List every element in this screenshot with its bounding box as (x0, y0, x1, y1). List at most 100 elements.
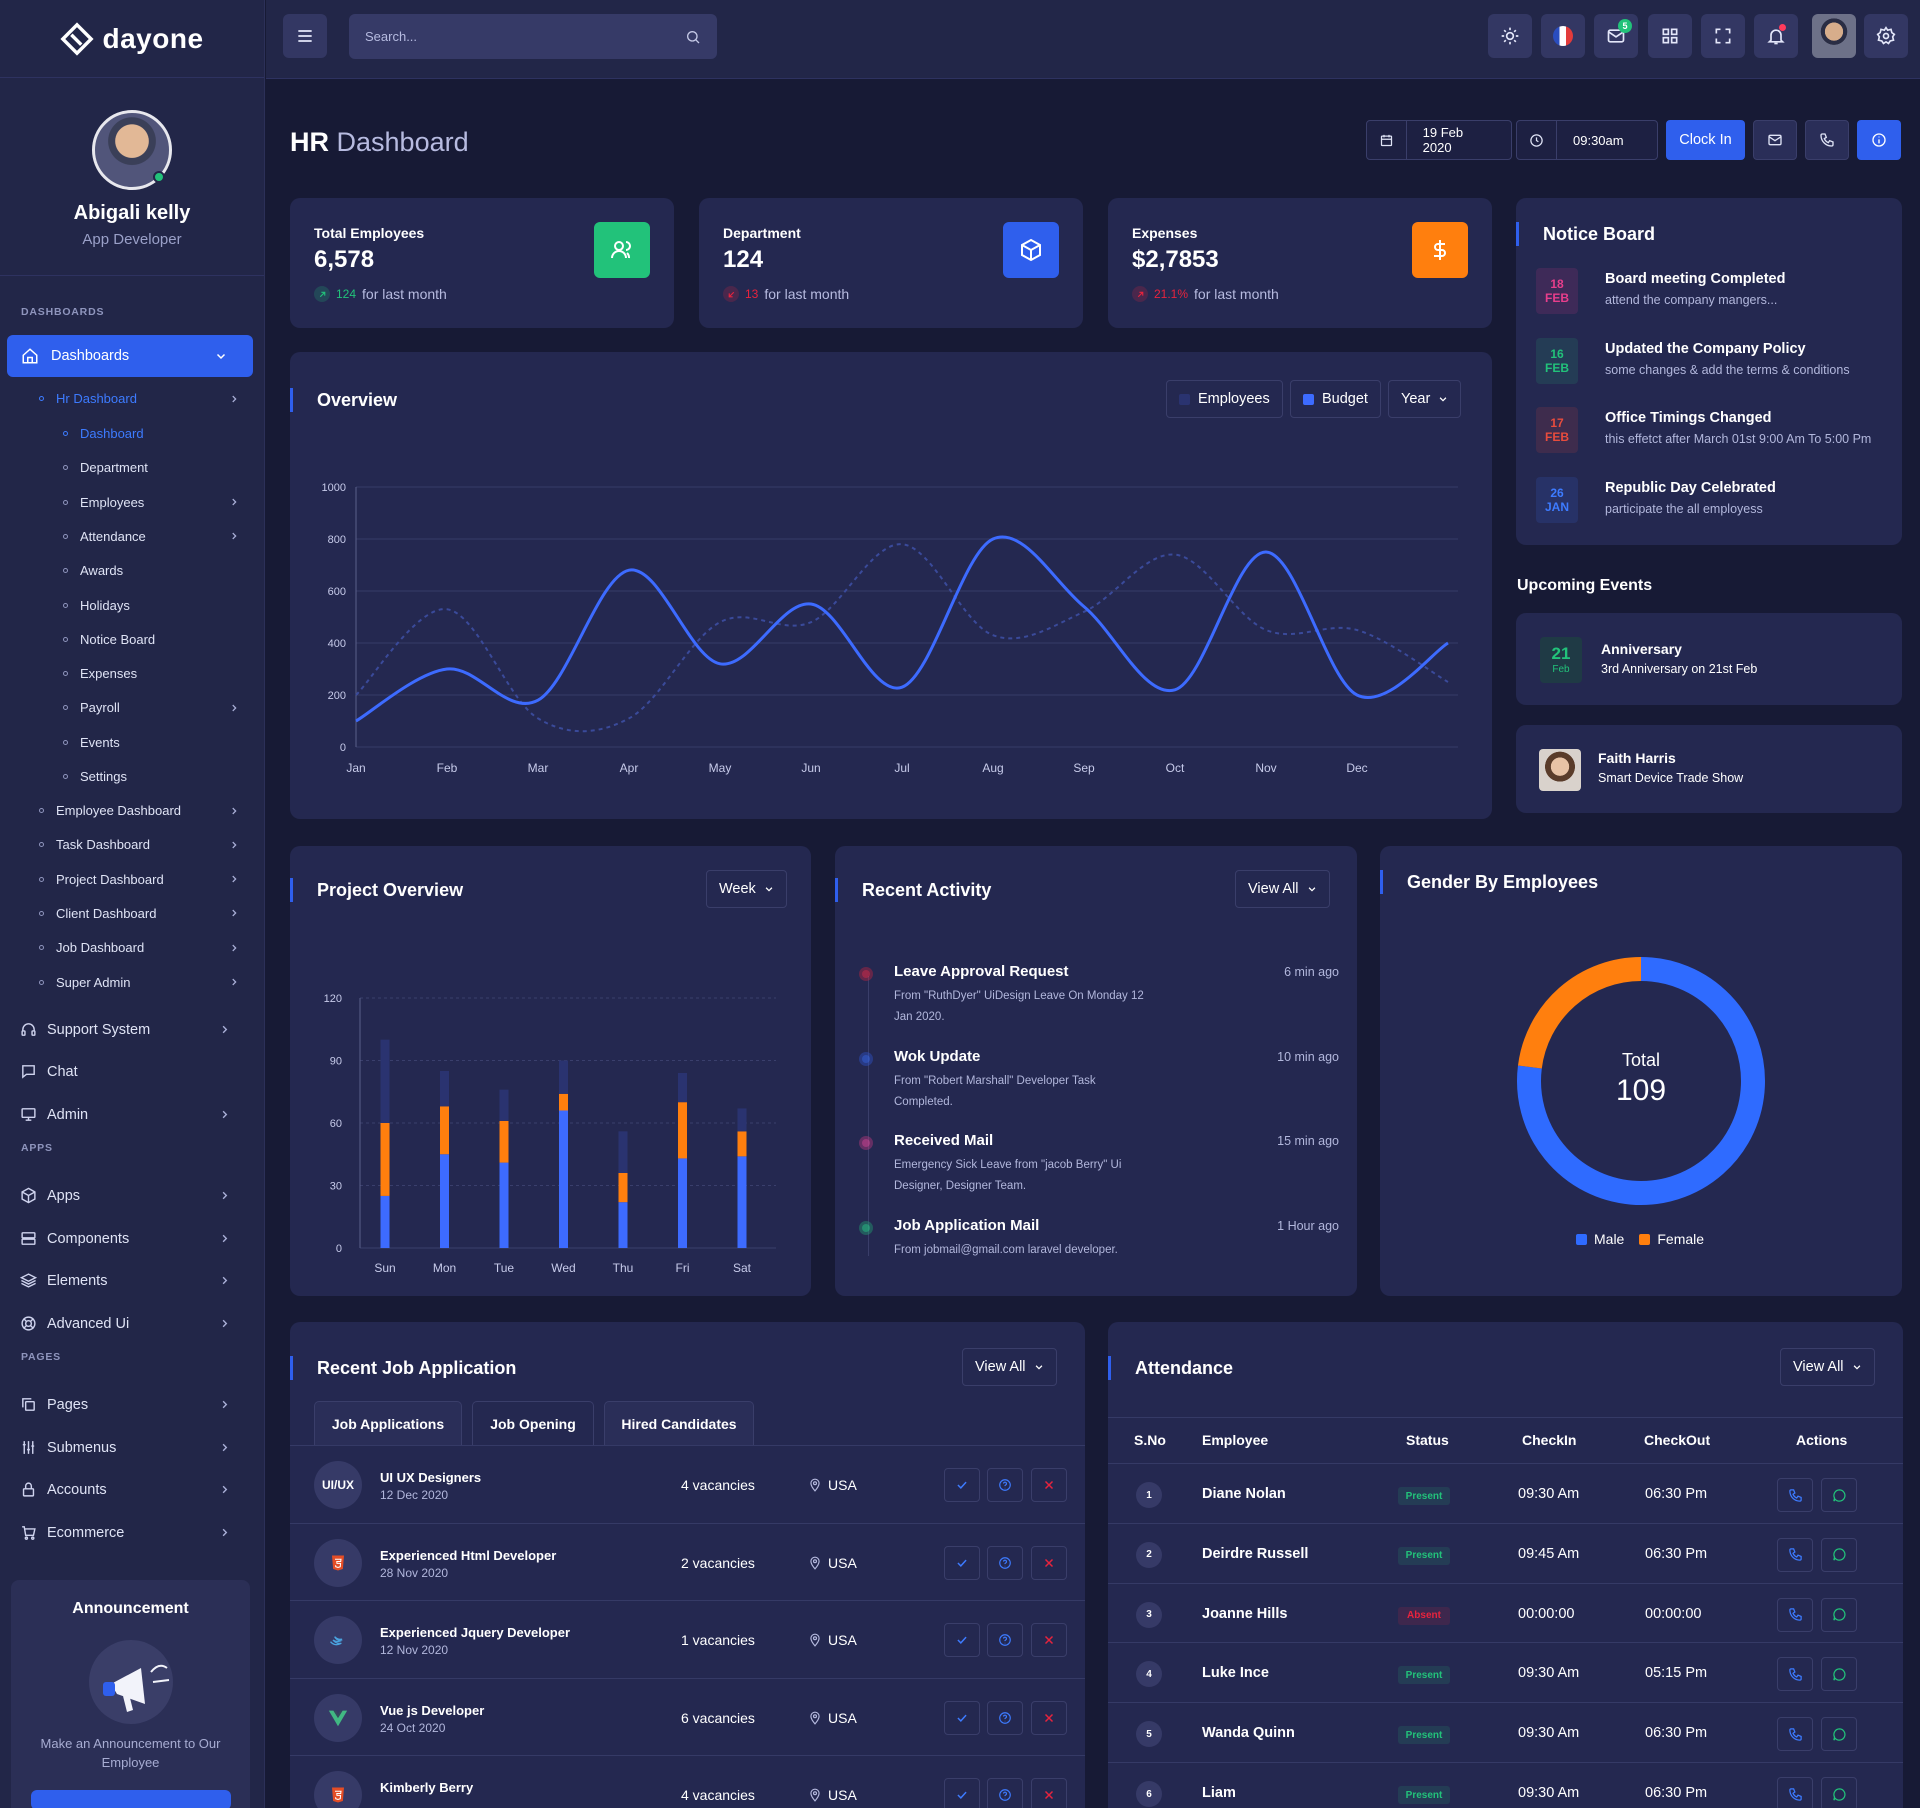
reject-button[interactable] (1031, 1778, 1067, 1808)
sidebar-sub-item[interactable]: Events (63, 735, 239, 750)
sidebar-sub-item[interactable]: Project Dashboard (39, 872, 239, 887)
reject-button[interactable] (1031, 1468, 1067, 1502)
sidebar-sub-item[interactable]: Client Dashboard (39, 906, 239, 921)
sidebar-sub-hr-dashboard[interactable]: Hr Dashboard (39, 391, 239, 406)
notice-item[interactable]: 18 FEB Board meeting Completed attend th… (1536, 268, 1896, 318)
sidebar-item[interactable]: Submenus (20, 1439, 240, 1456)
message-employee-button[interactable] (1821, 1478, 1857, 1512)
stat-delta: 124 (336, 287, 357, 301)
attendance-view-all-button[interactable]: View All (1780, 1348, 1875, 1386)
sidebar-sub-item[interactable]: Employee Dashboard (39, 803, 239, 818)
messages-button[interactable]: 5 (1594, 14, 1638, 58)
reject-button[interactable] (1031, 1700, 1067, 1735)
job-date: 12 Dec 2020 (380, 1488, 449, 1502)
approve-button[interactable] (944, 1700, 980, 1735)
event-anniversary-card[interactable]: 21 Feb Anniversary 3rd Anniversary on 21… (1516, 613, 1902, 705)
notice-item[interactable]: 17 FEB Office Timings Changed this effet… (1536, 407, 1896, 457)
sidebar-sub-item[interactable]: Holidays (63, 598, 239, 613)
sidebar-sub-item[interactable]: Task Dashboard (39, 837, 239, 852)
jobs-view-all-button[interactable]: View All (962, 1348, 1057, 1386)
menu-toggle-button[interactable] (283, 14, 327, 58)
week-dropdown[interactable]: Week (706, 870, 787, 908)
header-avatar[interactable] (1812, 14, 1856, 58)
sidebar-item[interactable]: Chat (20, 1063, 240, 1080)
tab-job-opening[interactable]: Job Opening (472, 1401, 594, 1445)
sidebar-item[interactable]: Pages (20, 1396, 240, 1413)
tab-job-applications[interactable]: Job Applications (314, 1401, 462, 1445)
settings-button[interactable] (1864, 14, 1908, 58)
reject-button[interactable] (1031, 1545, 1067, 1580)
call-employee-button[interactable] (1777, 1537, 1813, 1572)
time-field[interactable]: 09:30am (1516, 120, 1658, 160)
sidebar-item[interactable]: Apps (20, 1187, 240, 1204)
notifications-button[interactable] (1754, 14, 1798, 58)
message-employee-button[interactable] (1821, 1777, 1857, 1808)
legend-employees[interactable]: Employees (1166, 380, 1283, 418)
call-employee-button[interactable] (1777, 1597, 1813, 1632)
message-employee-button[interactable] (1821, 1717, 1857, 1752)
checkin-time: 09:45 Am (1518, 1545, 1580, 1562)
mail-button[interactable] (1753, 120, 1797, 160)
activity-view-all-button[interactable]: View All (1235, 870, 1330, 908)
message-employee-button[interactable] (1821, 1657, 1857, 1692)
sidebar-sub-item[interactable]: Expenses (63, 666, 239, 681)
call-employee-button[interactable] (1777, 1717, 1813, 1752)
call-employee-button[interactable] (1777, 1478, 1813, 1512)
sidebar-sub-item[interactable]: Attendance (63, 529, 239, 544)
y-tick-label: 90 (330, 1056, 342, 1068)
brand-logo[interactable]: dayone (0, 0, 264, 78)
announcement-title: Announcement (72, 1600, 189, 1617)
sidebar-sub-item[interactable]: Awards (63, 563, 239, 578)
approve-button[interactable] (944, 1623, 980, 1657)
notice-item[interactable]: 26 JAN Republic Day Celebrated participa… (1536, 476, 1896, 527)
info-button[interactable] (1857, 120, 1901, 160)
search-input[interactable] (365, 29, 685, 44)
clock-in-button[interactable]: Clock In (1666, 120, 1745, 160)
approve-button[interactable] (944, 1468, 980, 1502)
sidebar-item[interactable]: Admin (20, 1106, 240, 1123)
sidebar-sub-item[interactable]: Employees (63, 495, 239, 510)
avatar[interactable] (92, 110, 172, 190)
sidebar-sub-item[interactable]: Dashboard (63, 426, 239, 441)
event-person-card[interactable]: Faith Harris Smart Device Trade Show (1516, 725, 1902, 813)
legend-budget[interactable]: Budget (1290, 380, 1381, 418)
help-button[interactable] (987, 1700, 1023, 1735)
apps-grid-button[interactable] (1648, 14, 1692, 58)
sidebar-sub-item[interactable]: Settings (63, 769, 239, 784)
help-button[interactable] (987, 1545, 1023, 1580)
help-button[interactable] (987, 1623, 1023, 1657)
language-button[interactable] (1541, 14, 1585, 58)
approve-button[interactable] (944, 1778, 980, 1808)
date-field[interactable]: 19 Feb 2020 (1366, 120, 1512, 160)
theme-toggle-button[interactable] (1488, 14, 1532, 58)
notice-item[interactable]: 16 FEB Updated the Company Policy some c… (1536, 337, 1896, 388)
period-dropdown[interactable]: Year (1388, 380, 1462, 418)
reject-button[interactable] (1031, 1623, 1067, 1657)
help-button[interactable] (987, 1468, 1023, 1502)
tab-hired-candidates[interactable]: Hired Candidates (604, 1401, 754, 1445)
sidebar-item[interactable]: Ecommerce (20, 1524, 240, 1541)
help-button[interactable] (987, 1778, 1023, 1808)
call-employee-button[interactable] (1777, 1777, 1813, 1808)
call-employee-button[interactable] (1777, 1657, 1813, 1692)
fullscreen-button[interactable] (1701, 14, 1745, 58)
sidebar-item[interactable]: Support System (20, 1021, 240, 1038)
sidebar-item[interactable]: Elements (20, 1272, 240, 1289)
search-icon[interactable] (685, 29, 701, 45)
sidebar-sub-item[interactable]: Notice Board (63, 632, 239, 647)
employee-name: Wanda Quinn (1202, 1725, 1295, 1742)
job-location-text: USA (828, 1477, 857, 1493)
sidebar-item[interactable]: Components (20, 1230, 240, 1247)
sidebar-item[interactable]: Advanced Ui (20, 1315, 240, 1332)
call-button[interactable] (1805, 120, 1849, 160)
sidebar-item[interactable]: Accounts (20, 1481, 240, 1498)
sidebar-sub-item[interactable]: Department (63, 460, 239, 475)
sidebar-sub-item[interactable]: Job Dashboard (39, 940, 239, 955)
message-employee-button[interactable] (1821, 1597, 1857, 1632)
sidebar-sub-item[interactable]: Super Admin (39, 975, 239, 990)
sidebar-item-dashboards[interactable]: Dashboards (7, 335, 253, 377)
message-employee-button[interactable] (1821, 1537, 1857, 1572)
sidebar-sub-item[interactable]: Payroll (63, 700, 239, 715)
approve-button[interactable] (944, 1545, 980, 1580)
announcement-button[interactable] (30, 1790, 231, 1808)
